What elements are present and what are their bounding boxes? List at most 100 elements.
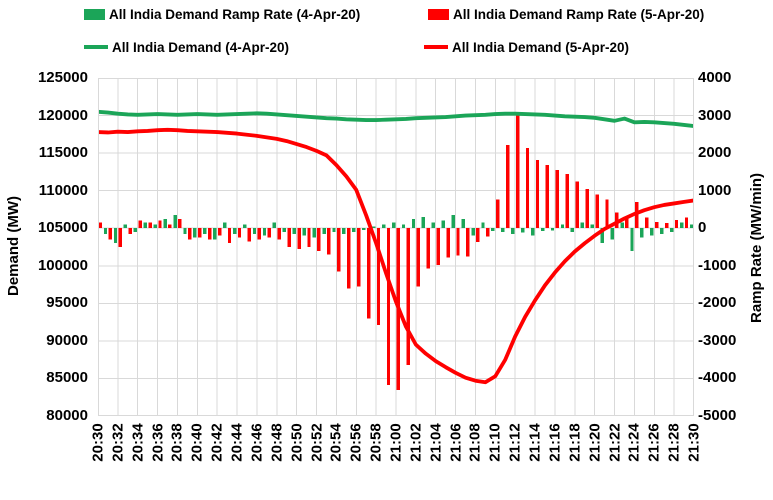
ramp-bar (302, 228, 306, 236)
left-axis-tick-label: 80000 (46, 407, 88, 424)
ramp-bar (600, 228, 604, 244)
x-axis-tick-label: 21:08 (466, 423, 484, 462)
ramp-bar (362, 228, 366, 231)
ramp-bar (366, 228, 371, 319)
x-axis-tick-label: 21:00 (387, 423, 405, 462)
ramp-bar (277, 228, 281, 240)
x-axis-tick-label: 21:28 (665, 423, 683, 462)
ramp-bar (684, 217, 689, 229)
right-axis-tick-label: -2000 (698, 294, 737, 312)
ramp-bar (565, 173, 569, 229)
x-axis-tick-label: 21:12 (506, 423, 524, 462)
right-axis-tick-label: -3000 (698, 331, 737, 349)
ramp-bar (262, 228, 267, 236)
ramp-bar (307, 228, 311, 247)
ramp-bar (660, 228, 664, 234)
x-axis-tick-label: 20:36 (149, 423, 167, 462)
left-axis-tick-label: 100000 (37, 256, 88, 274)
ramp-bar (128, 228, 132, 234)
ramp-bar (376, 228, 381, 326)
left-axis-tick-label: 85000 (46, 369, 88, 387)
legend-label-demand-4apr: All India Demand (4-Apr-20) (112, 39, 290, 55)
right-axis-tick-label: 4000 (698, 69, 732, 86)
ramp-bar (401, 224, 406, 229)
x-axis-tick-label: 21:14 (526, 423, 544, 462)
ramp-bar (451, 215, 455, 229)
ramp-bar (679, 222, 684, 229)
ramp-bar (173, 215, 177, 229)
x-axis-tick-label: 20:50 (288, 423, 306, 462)
ramp-bar (481, 222, 485, 229)
ramp-bar (441, 220, 445, 229)
ramp-bar (411, 218, 416, 229)
left-axis-tick-label: 115000 (38, 144, 88, 162)
ramp-bar (525, 148, 530, 229)
ramp-bar (515, 114, 520, 229)
ramp-bar (436, 228, 440, 266)
ramp-bar (476, 228, 480, 243)
ramp-bar (610, 228, 614, 240)
ramp-bar (605, 199, 609, 229)
x-axis-tick-label: 20:30 (89, 423, 107, 462)
x-axis-tick-label: 21:18 (566, 423, 584, 462)
x-axis-tick-label: 20:32 (109, 423, 127, 462)
ramp-bar (312, 228, 316, 238)
left-axis-tick-label: 110000 (38, 181, 88, 199)
ramp-bar (217, 228, 222, 236)
ramp-bar (198, 228, 202, 238)
left-axis-tick-label: 105000 (37, 219, 88, 237)
legend-label-demand-5apr: All India Demand (5-Apr-20) (452, 39, 630, 55)
ramp-bar (511, 228, 515, 234)
ramp-bar (456, 228, 460, 256)
legend-item-demand-4apr: All India Demand (4-Apr-20) (84, 39, 289, 55)
right-axis-tick-label: -4000 (698, 369, 737, 387)
x-axis-tick-label: 20:42 (208, 423, 226, 462)
ramp-bar (287, 228, 291, 247)
ramp-bar (654, 221, 659, 229)
ramp-bar (521, 228, 525, 233)
ramp-bar (650, 228, 654, 236)
legend-swatch-demand-4apr (84, 45, 108, 49)
ramp-bar (356, 228, 361, 287)
ramp-bar (630, 228, 634, 251)
left-axis-tick-label: 95000 (46, 294, 88, 312)
x-axis-tick-label: 20:44 (228, 423, 246, 462)
x-axis-tick-label: 21:10 (486, 423, 504, 462)
x-axis-tick-label: 21:24 (625, 423, 643, 462)
x-axis-tick-label: 21:16 (546, 423, 564, 462)
ramp-bar (292, 228, 296, 234)
ramp-bar (664, 222, 669, 229)
ramp-bar (426, 228, 430, 269)
ramp-bar (590, 224, 594, 229)
ramp-bar (103, 228, 108, 234)
ramp-bar (207, 228, 212, 240)
ramp-bar (555, 170, 560, 229)
legend-item-demand-5apr: All India Demand (5-Apr-20) (424, 39, 629, 55)
ramp-bar (237, 228, 242, 238)
ramp-bar (158, 220, 162, 229)
left-axis-tick-label: 90000 (46, 331, 88, 349)
ramp-bar (123, 224, 128, 229)
right-axis-tick-label: 0 (698, 219, 707, 237)
right-axis-tick-label: 1000 (698, 181, 732, 199)
ramp-bar (108, 228, 113, 240)
ramp-bar (620, 222, 624, 229)
ramp-bar (560, 224, 565, 229)
ramp-bar (580, 222, 585, 229)
ramp-bar (342, 228, 346, 234)
ramp-bar (550, 228, 555, 231)
ramp-bar (188, 228, 192, 240)
ramp-bar (337, 228, 341, 272)
x-axis-tick-label: 21:30 (685, 423, 703, 462)
ramp-bar (203, 228, 207, 234)
x-axis-tick-label: 20:38 (168, 423, 186, 462)
ramp-bar (183, 228, 187, 234)
legend-label-ramp-5apr: All India Demand Ramp Rate (5-Apr-20) (453, 6, 705, 22)
ramp-bar (213, 228, 217, 240)
ramp-bar (496, 199, 500, 229)
ramp-bar (535, 159, 540, 229)
ramp-bar (391, 222, 396, 229)
ramp-bar (635, 201, 639, 229)
ramp-bar (118, 228, 122, 247)
